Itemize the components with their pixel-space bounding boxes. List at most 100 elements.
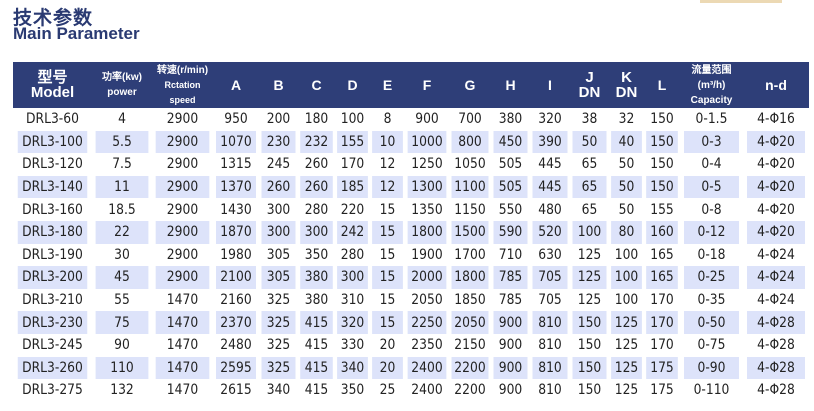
table-cell: 2250 (407, 311, 447, 334)
table-cell: 18.5 (108, 201, 136, 218)
table-cell: 445 (538, 156, 562, 173)
table-cell: 2480 (220, 337, 252, 354)
table-cell: 150 (650, 156, 674, 173)
table-cell: 125 (577, 292, 602, 309)
table-cell: 630 (538, 246, 562, 263)
table-cell: 450 (493, 130, 528, 154)
table-cell: 2350 (411, 337, 443, 354)
table-cell: 50 (611, 175, 642, 199)
table-cell: DRL3-160 (22, 201, 83, 218)
table-cell: 220 (340, 201, 365, 218)
table-cell: 0-90 (683, 356, 740, 380)
table-cell: 350 (304, 246, 329, 263)
table-cell: 20 (379, 337, 396, 354)
table-cell: 1150 (454, 201, 486, 218)
table-cell: 415 (300, 311, 333, 334)
table-cell: 1470 (166, 337, 199, 354)
table-cell: 505 (493, 175, 528, 199)
table-cell: 170 (650, 292, 674, 309)
table-cell: 55 (114, 292, 130, 309)
table-cell: 1050 (454, 156, 486, 173)
table-cell: 5.5 (95, 130, 149, 154)
table-cell: 4-Φ24 (757, 292, 795, 309)
table-cell: 810 (532, 356, 568, 380)
table-cell: 2900 (155, 220, 210, 244)
table-cell: 590 (493, 220, 528, 244)
table-cell: 950 (224, 111, 248, 128)
table-cell: 150 (650, 111, 674, 128)
table-cell: 245 (266, 156, 291, 173)
header-a: A (213, 62, 259, 108)
table-cell: 100 (611, 266, 642, 289)
table-cell: 2900 (166, 201, 199, 218)
table-cell: DRL3-60 (26, 111, 79, 128)
table-cell: 300 (261, 220, 296, 244)
table-cell: 330 (340, 337, 365, 354)
table-cell: DRL3-180 (17, 220, 88, 244)
table-cell: 810 (538, 382, 562, 399)
header-i: I (530, 62, 570, 108)
table-cell: 415 (304, 382, 329, 399)
table-cell: 150 (646, 130, 678, 154)
table-cell: 30 (114, 246, 130, 263)
table-cell: 1870 (215, 220, 257, 244)
header-b: B (259, 62, 298, 108)
table-cell: 1470 (155, 356, 210, 380)
table-cell: 2150 (454, 337, 486, 354)
table-cell: 325 (261, 356, 296, 380)
table-cell: 2400 (407, 356, 447, 380)
table-cell: 180 (304, 111, 329, 128)
table-cell: 165 (650, 246, 674, 263)
table-cell: 785 (493, 266, 528, 289)
page-title-cn: 技术参数 (13, 7, 94, 29)
table-cell: 125 (577, 246, 602, 263)
table-cell: 415 (300, 356, 333, 380)
table-row: DRL3-260 110 1470 2595 325 415 340 20 2400 2200 90… (13, 356, 809, 380)
table-cell: DRL3-100 (17, 130, 88, 154)
table-row: DRL3-100 5.5 2900 1070 230 232 155 10 1000 800 450… (13, 130, 809, 154)
table-cell: 150 (646, 175, 678, 199)
table-cell: 125 (614, 337, 639, 354)
table-cell: 125 (611, 311, 642, 334)
header-speed: 转速(r/min) Rctation speed (152, 62, 213, 108)
table-cell: 4-Φ24 (746, 266, 806, 289)
table-cell: 2200 (451, 356, 489, 380)
header-f: F (405, 62, 449, 108)
table-cell: 520 (532, 220, 568, 244)
table-cell: 12 (372, 175, 403, 199)
table-cell: 1350 (411, 201, 443, 218)
table-cell: 1850 (454, 292, 486, 309)
header-e: E (370, 62, 405, 108)
table-cell: 4-Φ16 (757, 111, 795, 128)
table-header-row: 型号 Model 功率(kw) power 转速(r/min) Rctation sp… (13, 62, 809, 108)
table-cell: 125 (611, 356, 642, 380)
table-cell: 480 (538, 201, 562, 218)
header-j: J DN (570, 62, 609, 108)
table-cell: 100 (614, 292, 639, 309)
table-cell: 0-35 (697, 292, 726, 309)
table-cell: 1900 (411, 246, 443, 263)
table-cell: 232 (300, 130, 333, 154)
table-cell: 0-3 (683, 130, 740, 154)
table-cell: 4-Φ28 (757, 337, 795, 354)
table-cell: 150 (577, 337, 602, 354)
table-cell: 4-Φ28 (746, 356, 806, 380)
header-g: G (449, 62, 491, 108)
table-cell: 260 (304, 156, 329, 173)
table-cell: 4-Φ28 (746, 311, 806, 334)
header-nd: n-d (743, 62, 809, 108)
table-cell: 10 (372, 130, 403, 154)
table-cell: DRL3-190 (22, 246, 83, 263)
table-cell: 15 (379, 292, 396, 309)
table-cell: 75 (95, 311, 149, 334)
table-cell: 1470 (155, 311, 210, 334)
table-cell: 50 (618, 201, 635, 218)
table-cell: 0-75 (697, 337, 726, 354)
table-cell: 1980 (220, 246, 252, 263)
table-cell: 2160 (220, 292, 252, 309)
table-row: DRL3-275 132 1470 2615 340 415 350 25 2400 2200 90… (13, 379, 809, 402)
table-cell: 1300 (407, 175, 447, 199)
table-cell: DRL3-260 (17, 356, 88, 380)
table-cell: 0-12 (683, 220, 740, 244)
table-cell: 125 (572, 266, 607, 289)
